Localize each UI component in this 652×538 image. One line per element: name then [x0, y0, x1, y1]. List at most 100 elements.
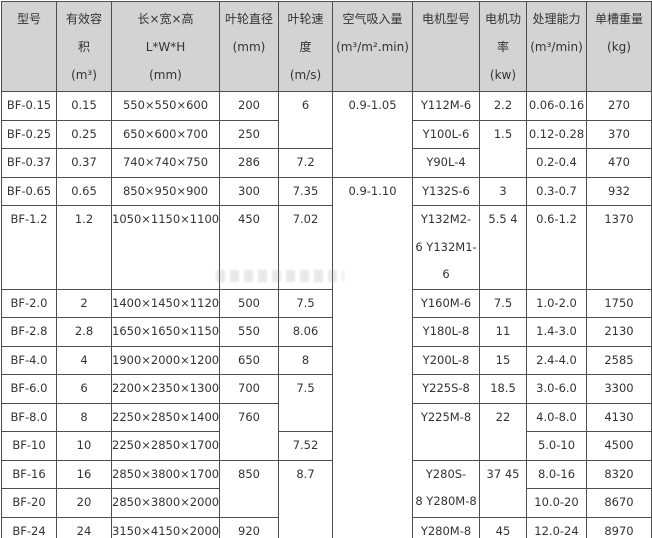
cell-speed: 7.02 — [278, 205, 333, 290]
table-row: BF-10 10 2250×2850×1700 7.52 5.0-10 4500 — [1, 431, 652, 461]
cell-power: 15 — [479, 345, 527, 375]
cell-lwh: 1650×1650×1150 — [111, 317, 220, 347]
cell-model: BF-20 — [1, 488, 57, 518]
cell-lwh: 550×550×600 — [111, 91, 220, 121]
cell-capacity: 3.0-6.0 — [526, 374, 587, 404]
cell-diameter: 920 — [219, 516, 279, 538]
cell-capacity: 10.0-20 — [526, 488, 587, 518]
cell-weight: 8320 — [586, 459, 652, 489]
cell-lwh: 1050×1150×1100 — [111, 205, 220, 290]
cell-lwh: 850×950×900 — [111, 176, 220, 206]
cell-diameter: 650 — [219, 345, 279, 375]
column-header-model: 型号 — [1, 1, 57, 92]
cell-speed: 7.5 — [278, 288, 333, 318]
cell-capacity: 4.0-8.0 — [526, 402, 587, 432]
column-header-power: 电机功 率 (kw) — [479, 1, 527, 92]
cell-capacity: 1.0-2.0 — [526, 288, 587, 318]
cell-speed: 7.52 — [278, 431, 333, 461]
cell-weight: 1370 — [586, 205, 652, 290]
table-row: BF-0.25 0.25 650×600×700 250 Y100L-6 1.5… — [1, 119, 652, 178]
column-header-motor: 电机型号 — [412, 1, 480, 92]
cell-motor: Y280S- 8 Y280M-8 — [412, 459, 480, 518]
cell-air: 0.9-1.10 — [332, 176, 413, 538]
cell-speed: 8.06 — [278, 317, 333, 347]
cell-air: 0.9-1.05 — [332, 91, 413, 178]
cell-speed: 7.35 — [278, 176, 333, 206]
cell-volume: 0.15 — [56, 91, 112, 121]
cell-volume: 0.25 — [56, 119, 112, 149]
cell-motor: Y132S-6 — [412, 176, 480, 206]
cell-diameter: 850 — [219, 459, 279, 518]
column-header-volume: 有效容 积 (m³) — [56, 1, 112, 92]
cell-speed: 7.2 — [278, 148, 333, 178]
cell-volume: 2.8 — [56, 317, 112, 347]
cell-capacity: 0.6-1.2 — [526, 205, 587, 290]
cell-diameter: 250 — [219, 119, 279, 149]
cell-lwh: 2850×3800×2000 — [111, 488, 220, 518]
cell-motor: Y132M2- 6 Y132M1- 6 — [412, 205, 480, 290]
cell-weight: 1750 — [586, 288, 652, 318]
cell-model: BF-2.0 — [1, 288, 57, 318]
cell-lwh: 2200×2350×1300 — [111, 374, 220, 404]
cell-volume: 6 — [56, 374, 112, 404]
cell-motor: Y200L-8 — [412, 345, 480, 375]
cell-volume: 1.2 — [56, 205, 112, 290]
cell-lwh: 650×600×700 — [111, 119, 220, 149]
cell-model: BF-8.0 — [1, 402, 57, 432]
cell-weight: 3300 — [586, 374, 652, 404]
cell-model: BF-10 — [1, 431, 57, 461]
cell-weight: 4500 — [586, 431, 652, 461]
cell-weight: 2585 — [586, 345, 652, 375]
cell-speed: 7.5 — [278, 374, 333, 432]
cell-diameter: 500 — [219, 288, 279, 318]
cell-model: BF-6.0 — [1, 374, 57, 404]
cell-power: 22 — [479, 402, 527, 461]
cell-diameter: 700 — [219, 374, 279, 404]
cell-lwh: 1400×1450×1120 — [111, 288, 220, 318]
cell-capacity: 2.4-4.0 — [526, 345, 587, 375]
cell-motor: Y160M-6 — [412, 288, 480, 318]
cell-volume: 10 — [56, 431, 112, 461]
cell-motor: Y225S-8 — [412, 374, 480, 404]
cell-volume: 24 — [56, 516, 112, 538]
cell-lwh: 1900×2000×1200 — [111, 345, 220, 375]
cell-weight: 8670 — [586, 488, 652, 518]
cell-motor: Y90L-4 — [412, 148, 480, 178]
cell-model: BF-24 — [1, 516, 57, 538]
cell-capacity: 0.2-0.4 — [526, 148, 587, 178]
cell-weight: 932 — [586, 176, 652, 206]
cell-capacity: 0.3-0.7 — [526, 176, 587, 206]
header-row: 型号 有效容 积 (m³) 长×宽×高 L*W*H (mm) 叶轮直径 (mm)… — [1, 1, 652, 92]
cell-power: 3 — [479, 176, 527, 206]
cell-motor: Y280M-8 — [412, 516, 480, 538]
cell-motor: Y180L-8 — [412, 317, 480, 347]
cell-model: BF-4.0 — [1, 345, 57, 375]
cell-power: 7.5 — [479, 288, 527, 318]
cell-model: BF-0.37 — [1, 148, 57, 178]
cell-diameter: 450 — [219, 205, 279, 290]
cell-capacity: 0.06-0.16 — [526, 91, 587, 121]
table-row: BF-0.37 0.37 740×740×750 286 7.2 Y90L-4 … — [1, 148, 652, 178]
table-row: BF-6.0 6 2200×2350×1300 700 7.5 Y225S-8 … — [1, 374, 652, 432]
table-row: BF-1.2 1.2 1050×1150×1100 450 7.02 Y132M… — [1, 205, 652, 290]
table-row: BF-16 16 2850×3800×1700 850 8.7 Y280S- 8… — [1, 459, 652, 538]
cell-capacity: 5.0-10 — [526, 431, 587, 461]
cell-model: BF-0.15 — [1, 91, 57, 121]
cell-capacity: 1.4-3.0 — [526, 317, 587, 347]
table-row: BF-0.15 0.15 550×550×600 200 6 0.9-1.05 … — [1, 91, 652, 178]
cell-weight: 4130 — [586, 402, 652, 432]
cell-speed: 8 — [278, 345, 333, 375]
cell-diameter: 300 — [219, 176, 279, 206]
column-header-lwh: 长×宽×高 L*W*H (mm) — [111, 1, 220, 92]
table-row: BF-20 20 2850×3800×2000 10.0-20 8670 — [1, 488, 652, 518]
cell-diameter: 550 — [219, 317, 279, 347]
column-header-capacity: 处理能力 (m³/min) — [526, 1, 587, 92]
cell-lwh: 2250×2850×1700 — [111, 431, 220, 461]
cell-volume: 2 — [56, 288, 112, 318]
cell-lwh: 740×740×750 — [111, 148, 220, 178]
cell-power: 2.2 — [479, 91, 527, 121]
column-header-weight: 单槽重量 (kg) — [586, 1, 652, 92]
cell-power: 45 — [479, 516, 527, 538]
